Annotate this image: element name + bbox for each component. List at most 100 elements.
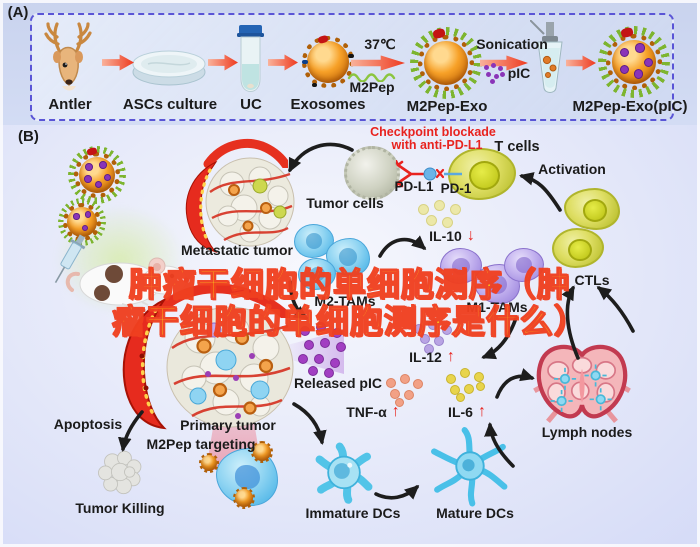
tnf-dot	[400, 374, 410, 384]
il6-dot	[456, 393, 465, 402]
il6-group: IL-6 ↑	[448, 403, 486, 421]
pd-1-label: PD-1	[440, 181, 472, 196]
il12-dot	[442, 325, 452, 335]
tnf-dot	[404, 390, 414, 400]
pic-dot	[330, 358, 340, 368]
watermark-line2: 瘤干细胞的单细胞测序是什么）	[111, 302, 588, 340]
ctls-label: CTLs	[574, 272, 610, 288]
pic-dot	[82, 224, 89, 232]
tnf-dots-cluster	[386, 374, 426, 407]
primary-tumor-mass	[166, 306, 294, 428]
pic-dot	[500, 72, 505, 77]
m2pep-wavy-peptide-icon	[347, 73, 396, 82]
pic-dot	[73, 213, 80, 220]
tumor-cell-icon	[344, 146, 400, 200]
pic-dot	[316, 322, 326, 332]
mini-exosome-icon	[198, 452, 220, 474]
mini-exosome-icon	[250, 440, 274, 464]
il10-group: IL-10 ↓	[429, 227, 475, 245]
il10-label: IL-10	[429, 228, 462, 244]
il12-dot	[420, 334, 430, 344]
pic-dots-cluster	[483, 63, 505, 85]
exosome-membrane	[417, 34, 475, 92]
m1-tam-cell-icon	[474, 264, 520, 304]
m1-tam-nucleus	[516, 257, 533, 273]
ctl-cell-icon	[552, 228, 604, 268]
il10-dot	[450, 204, 461, 215]
pic-dot	[619, 64, 629, 75]
tumor-killing-label: Tumor Killing	[75, 500, 165, 516]
anti-pd-l1-antibody-icon	[396, 160, 462, 188]
m2-tam-cell-icon	[298, 258, 336, 290]
il12-group: IL-12 ↑	[409, 348, 455, 366]
exosome-core	[235, 489, 253, 507]
tnf-dot	[395, 398, 404, 407]
exosome-core	[307, 41, 349, 83]
il6-dot	[464, 384, 474, 394]
mini-exosome-icon	[232, 486, 256, 510]
sonication-label: Sonication	[476, 36, 548, 52]
primary-vessel-crescent	[122, 297, 167, 430]
tumor-cells-label: Tumor cells	[306, 195, 384, 211]
pic-dot	[332, 328, 342, 338]
il12-label: IL-12	[409, 349, 442, 365]
ultracentrifuge-tube-icon	[237, 25, 264, 93]
ctl-cell-icon	[564, 188, 620, 230]
il10-dot	[442, 217, 453, 228]
pic-dot	[490, 79, 495, 84]
mouse-icon	[65, 257, 189, 307]
released-pic-label: Released pIC	[294, 375, 382, 391]
il6-label: IL-6	[448, 404, 473, 420]
il6-dot	[476, 382, 485, 391]
lymph-nodes-label: Lymph nodes	[541, 424, 633, 440]
m2-tam-nucleus	[338, 248, 358, 266]
pic-dot	[99, 161, 107, 169]
exosome-mark	[348, 54, 354, 58]
t-cell-nucleus	[469, 160, 501, 190]
il6-dot	[446, 374, 456, 384]
pic-dot	[336, 342, 346, 352]
released-pic-dots-cluster	[298, 322, 348, 378]
t-cell-icon	[448, 148, 516, 200]
pic-dot	[491, 63, 496, 68]
temperature-label: 37℃	[364, 36, 396, 52]
exosome-mark	[312, 83, 317, 87]
mature-dc-icon	[431, 427, 508, 507]
immature-dc-icon	[315, 442, 373, 504]
tnf-label: TNF-α	[346, 404, 387, 420]
il12-up-arrow: ↑	[446, 348, 455, 365]
m2-tam-cell-icon	[326, 238, 370, 276]
exosome-core	[200, 454, 218, 472]
tnf-dot	[413, 379, 423, 389]
m1-tam-nucleus	[452, 257, 470, 275]
m1-tam-nucleus	[487, 274, 507, 294]
il12-dot	[424, 344, 434, 354]
watermark-line1: 肿瘤干细胞的单细胞测序（肿	[128, 265, 571, 303]
pic-dot	[84, 211, 92, 218]
primary-tumor-label: Primary tumor	[180, 417, 276, 433]
exosome-core	[67, 207, 97, 237]
pic-dot	[498, 66, 503, 71]
pic-dot	[494, 74, 499, 79]
pic-dot	[298, 354, 308, 364]
arrow-immature-to-mature	[374, 484, 420, 500]
pic-dot	[304, 340, 314, 350]
pic-dot	[94, 180, 103, 189]
tnf-group: TNF-α ↑	[346, 403, 399, 421]
checkpoint-blockade-line1: Checkpoint blockade	[370, 125, 496, 139]
pic-dot	[635, 43, 645, 53]
il10-dot	[426, 215, 437, 226]
pic-dot	[85, 163, 93, 171]
checkpoint-blockade-line2: with anti-PD-L1	[391, 138, 483, 152]
pic-dot	[308, 366, 318, 376]
il6-dot	[474, 372, 484, 382]
pic-dot	[314, 354, 324, 364]
arrow-tumorcells-to-metastatic	[288, 142, 354, 173]
il6-dots-cluster	[446, 368, 488, 402]
pic-dot	[84, 175, 92, 183]
immature-dcs-label: Immature DCs	[305, 505, 401, 521]
metastatic-vessel-crescent	[185, 160, 218, 254]
m1-tam-cell-icon	[504, 248, 544, 282]
il12-dot	[414, 324, 424, 334]
